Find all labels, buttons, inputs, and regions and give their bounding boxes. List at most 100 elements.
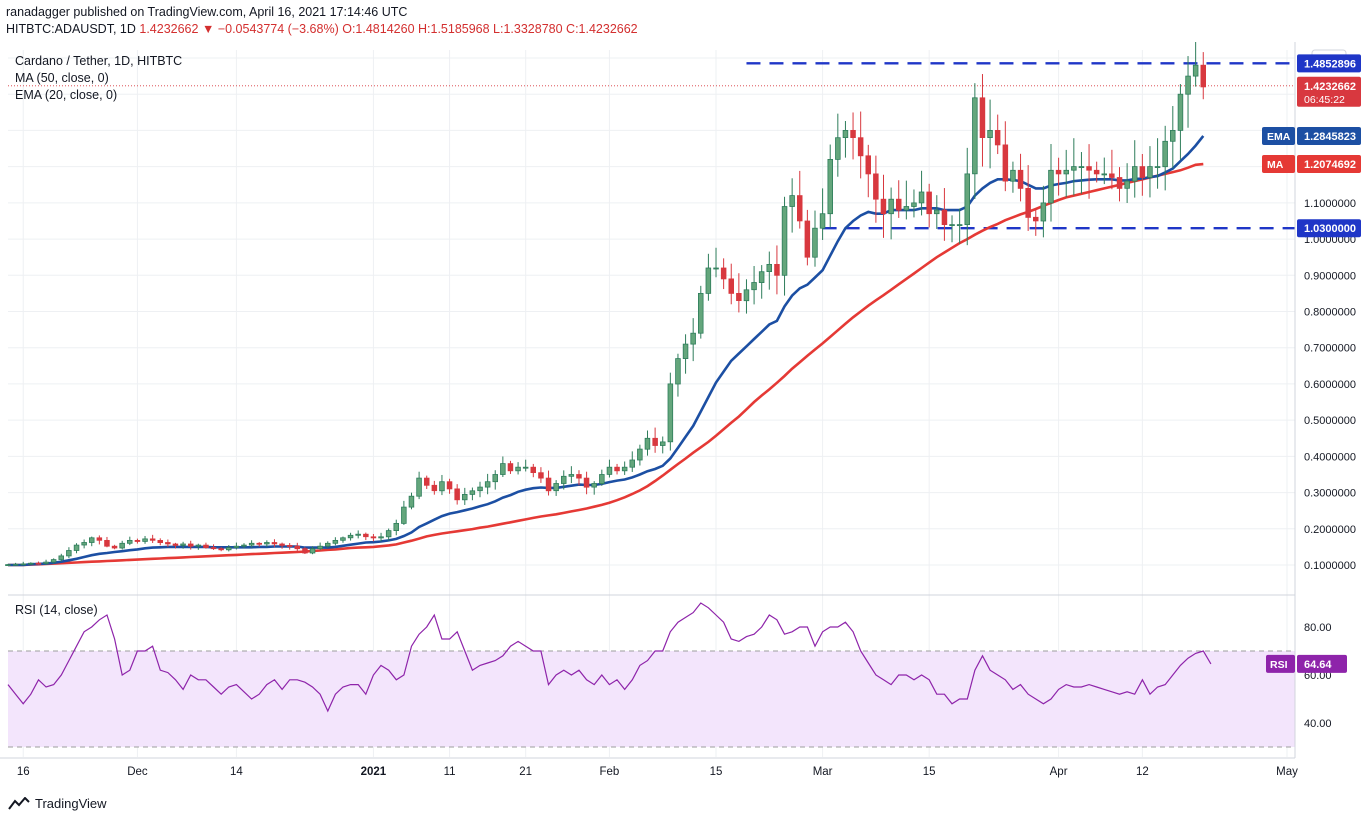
candle [545, 470, 552, 496]
x-tick-label: Feb [600, 766, 620, 778]
candle [241, 543, 247, 549]
candle [484, 473, 491, 495]
ma-value-text: 1.2074692 [1304, 159, 1356, 171]
publisher-line: ranadagger published on TradingView.com,… [6, 5, 408, 19]
candle [309, 546, 316, 555]
candle [370, 533, 377, 542]
x-tick-label: 12 [1136, 766, 1149, 778]
candle [1177, 84, 1184, 160]
current-price: 1.4232662 [139, 22, 199, 36]
header-bar: ranadagger published on TradingView.com,… [0, 0, 1371, 42]
candle [439, 474, 445, 496]
rsi-tick-label: 60.00 [1304, 670, 1332, 682]
candle [477, 481, 483, 498]
x-tick-label: 16 [17, 766, 30, 778]
candle [827, 144, 834, 228]
candle [667, 372, 674, 451]
level-label: 1.4852896 [1297, 54, 1361, 73]
candle [172, 542, 179, 549]
ema-value-label: EMA 1.2845823 [1262, 127, 1361, 146]
candle [857, 111, 864, 179]
ma-50-path [8, 162, 1204, 567]
candle [743, 279, 750, 314]
candle [865, 144, 872, 198]
candle [1162, 125, 1168, 191]
candle [111, 544, 118, 550]
rsi-band [8, 651, 1295, 747]
candle [934, 195, 940, 229]
candle [50, 558, 57, 564]
candle [127, 536, 133, 546]
y-tick-label: 0.8000000 [1304, 307, 1356, 319]
candle [195, 543, 202, 550]
candle [461, 487, 468, 505]
candle [873, 155, 879, 223]
candle [385, 528, 392, 541]
candle [690, 318, 696, 362]
candle [187, 540, 194, 550]
candle [797, 170, 803, 229]
x-tick-label: Apr [1050, 766, 1068, 778]
candle [835, 113, 841, 177]
ma-50-line [8, 162, 1204, 567]
y-tick-label: 0.9000000 [1304, 270, 1356, 282]
candle [522, 459, 529, 472]
rsi-tick-label: 40.00 [1304, 718, 1332, 730]
candle [1154, 138, 1161, 189]
candle [949, 215, 955, 243]
candle [530, 463, 537, 478]
candle [66, 547, 72, 559]
candle [416, 471, 422, 500]
candle [842, 121, 849, 158]
x-tick-label: Dec [127, 766, 148, 778]
y-tick-label: 0.1000000 [1304, 560, 1356, 572]
chart-area[interactable]: 0.1000000 0.2000000 0.3000000 0.4000000 0.50… [0, 42, 1371, 797]
candle [576, 470, 582, 486]
candle [1010, 161, 1016, 193]
candle [507, 460, 514, 474]
symbol-line: HITBTC:ADAUSDT, 1D 1.4232662 ▼ −0.054377… [6, 22, 638, 36]
candle [233, 542, 240, 550]
level-label-text: 1.4852896 [1304, 58, 1356, 70]
rsi-tick-label: 80.00 [1304, 622, 1332, 634]
x-tick-label: 11 [444, 766, 456, 778]
x-tick-label: 2021 [361, 766, 387, 778]
candle [324, 541, 331, 548]
candle [553, 480, 559, 496]
support-resistance-lines [8, 62, 1295, 230]
candle [911, 189, 917, 218]
candle [1063, 149, 1070, 198]
candle [972, 83, 978, 199]
candle [1033, 207, 1039, 236]
candle [774, 245, 780, 295]
ma-value-prefix: MA [1267, 159, 1284, 171]
candle [401, 500, 407, 525]
candle [203, 542, 209, 549]
candle [1093, 161, 1100, 183]
candle [956, 208, 963, 244]
candle [1025, 165, 1031, 231]
candle [621, 461, 628, 475]
candle [302, 547, 308, 555]
last-price-label-text: 1.4232662 [1304, 81, 1356, 93]
candles [5, 42, 1207, 566]
candle [264, 540, 270, 547]
candle [104, 536, 110, 548]
candle [317, 542, 323, 551]
candle [1170, 106, 1176, 169]
candle [393, 519, 399, 536]
candle [134, 538, 141, 544]
candle [355, 530, 361, 539]
candle [728, 263, 735, 305]
ema-value-text: 1.2845823 [1304, 131, 1356, 143]
candle [157, 538, 163, 546]
footer-brand-text: TradingView [35, 796, 107, 811]
candle [1071, 138, 1077, 196]
candle [591, 481, 597, 495]
footer-brand[interactable]: TradingView [8, 796, 107, 811]
candle [979, 74, 986, 167]
candle [515, 462, 521, 475]
y-tick-label: 0.4000000 [1304, 451, 1356, 463]
candle [644, 430, 651, 456]
